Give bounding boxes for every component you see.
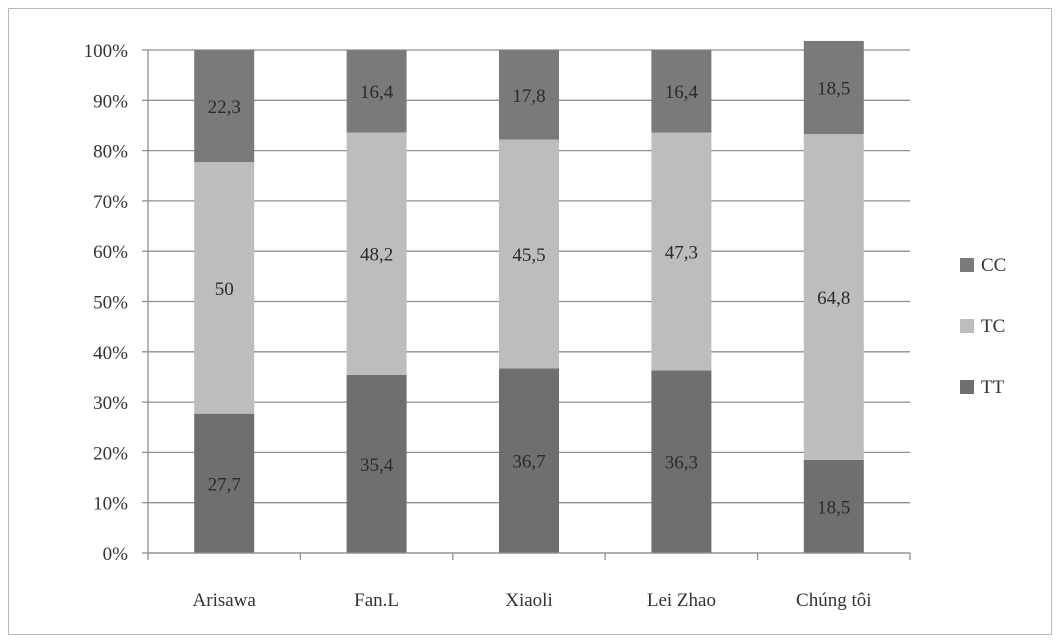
- y-tick-label: 80%: [93, 142, 128, 163]
- bar-segment-cc: [803, 40, 864, 135]
- legend-label-tt: TT: [981, 377, 1005, 398]
- bar-segment-tc: [194, 162, 255, 414]
- y-tick-label: 0%: [103, 544, 129, 565]
- data-label: 45,5: [512, 245, 545, 266]
- data-label: 18,5: [817, 78, 850, 99]
- legend-label-tc: TC: [981, 316, 1005, 337]
- y-tick-label: 70%: [93, 192, 128, 213]
- bar-segment-tc: [651, 132, 712, 371]
- legend-swatch-tc: [960, 319, 974, 333]
- legend-swatch-tt: [960, 380, 974, 394]
- y-tick-label: 100%: [84, 41, 129, 62]
- legend-label-cc: CC: [981, 255, 1006, 276]
- bar-segment-tc: [346, 132, 407, 375]
- bar-segment-cc: [499, 50, 559, 140]
- data-label: 50: [215, 279, 234, 300]
- data-label: 27,7: [208, 474, 241, 495]
- data-label: 48,2: [360, 245, 393, 266]
- data-label: 36,3: [665, 453, 698, 474]
- y-tick-label: 10%: [93, 494, 128, 515]
- data-label: 47,3: [665, 242, 698, 263]
- x-category-label: Xiaoli: [505, 590, 553, 611]
- bar-segment-cc: [194, 50, 255, 163]
- bar-segment-cc: [346, 50, 407, 133]
- x-category-label: Lei Zhao: [647, 590, 716, 611]
- bar-segment-tc: [803, 134, 864, 460]
- y-tick-label: 50%: [93, 293, 128, 314]
- data-label: 64,8: [817, 288, 850, 309]
- data-label: 22,3: [208, 97, 241, 118]
- data-label: 17,8: [512, 86, 545, 107]
- x-category-label: Chúng tôi: [796, 590, 871, 611]
- y-tick-label: 30%: [93, 393, 128, 414]
- bar-segment-tt: [803, 459, 864, 553]
- data-label: 18,5: [817, 497, 850, 518]
- bar-segment-tt: [194, 413, 255, 553]
- x-category-label: Arisawa: [193, 590, 257, 611]
- data-label: 16,4: [665, 82, 699, 103]
- y-tick-label: 20%: [93, 443, 128, 464]
- data-label: 36,7: [512, 452, 545, 473]
- bar-segment-tt: [346, 374, 407, 553]
- y-tick-label: 40%: [93, 343, 128, 364]
- data-label: 35,4: [360, 455, 394, 476]
- data-label: 16,4: [360, 82, 394, 103]
- bar-segment-tt: [499, 368, 559, 553]
- bar-segment-tc: [499, 139, 559, 369]
- bar-segment-cc: [651, 50, 712, 133]
- y-tick-label: 90%: [93, 91, 128, 112]
- y-tick-label: 60%: [93, 242, 128, 263]
- bar-segment-tt: [651, 370, 712, 553]
- x-category-label: Fan.L: [354, 590, 399, 611]
- legend-swatch-cc: [960, 258, 974, 272]
